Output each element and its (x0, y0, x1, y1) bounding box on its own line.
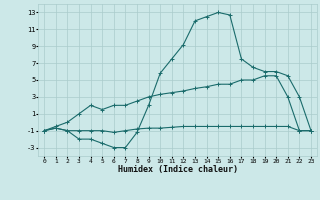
X-axis label: Humidex (Indice chaleur): Humidex (Indice chaleur) (118, 165, 238, 174)
